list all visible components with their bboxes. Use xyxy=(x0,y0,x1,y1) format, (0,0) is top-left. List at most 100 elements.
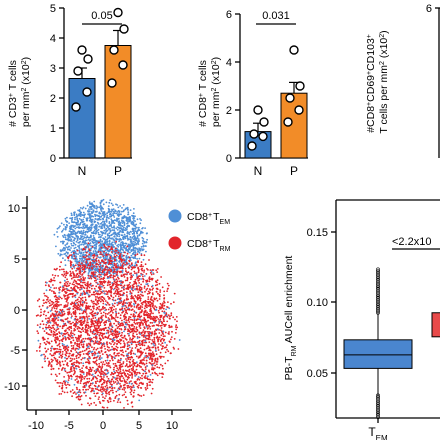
umap-trm-cells-point xyxy=(67,355,70,358)
umap-tem-cells-point xyxy=(95,207,98,210)
umap-trm-cells-point xyxy=(133,330,136,332)
umap-tem-cells-point xyxy=(128,263,130,265)
umap-tem-cells-point xyxy=(108,208,111,211)
umap-trm-cells-point xyxy=(79,288,81,291)
umap-trm-cells-point xyxy=(119,370,122,373)
umap-trm-cells-point xyxy=(92,348,95,351)
umap-tem-cells-point xyxy=(112,250,115,252)
umap-trm-cells-point xyxy=(91,263,94,266)
umap-trm-cells-point xyxy=(124,350,127,353)
umap-trm-cells-point xyxy=(115,278,118,281)
umap-trm-cells-point xyxy=(45,295,48,298)
umap-tem-cells-point xyxy=(121,234,124,237)
umap-trm-cells-point xyxy=(63,349,66,351)
umap-trm-cells-point xyxy=(138,314,141,317)
umap-trm-cells-point xyxy=(88,370,91,373)
umap-tem-cells-point xyxy=(86,265,88,267)
umap-trm-cells-point xyxy=(137,303,140,306)
umap-tem-cells-point xyxy=(139,249,142,252)
cd8-ytick-label-0: 0 xyxy=(226,153,232,165)
umap-trm-cells-point xyxy=(141,267,144,270)
umap-tem-cells-point xyxy=(139,232,142,235)
umap-trm-cells-point xyxy=(138,278,141,280)
umap-tem-cells-point xyxy=(108,217,110,220)
umap-trm-cells-point xyxy=(113,287,116,290)
umap-tem-cells-point xyxy=(101,240,103,243)
umap-tem-cells-point xyxy=(95,240,97,243)
umap-trm-cells-point xyxy=(111,389,114,392)
umap-trm-cells-point xyxy=(103,388,106,390)
umap-trm-cells-point xyxy=(168,331,170,333)
umap-trm-cells-point xyxy=(137,348,140,351)
umap-trm-cells-point xyxy=(102,260,105,263)
umap-trm-cells-point xyxy=(66,352,68,355)
umap-trm-cells-point xyxy=(123,284,126,287)
umap-tem-cells-point xyxy=(121,228,123,231)
umap-trm-cells-point xyxy=(128,301,131,304)
umap-trm-cells-point xyxy=(112,391,114,394)
umap-trm-cells-point xyxy=(118,266,120,268)
umap-trm-cells-point xyxy=(139,344,141,347)
umap-tem-cells-point xyxy=(72,250,74,253)
umap-trm-cells-point xyxy=(75,339,78,341)
umap-tem-cells-point xyxy=(97,231,100,234)
umap-trm-cells-point xyxy=(85,261,88,264)
umap-trm-cells-point xyxy=(126,382,128,385)
umap-trm-cells-point xyxy=(82,279,84,282)
umap-tem-cells-point xyxy=(94,218,97,220)
umap-trm-cells-point xyxy=(141,319,144,321)
umap-trm-cells-point xyxy=(108,283,111,286)
umap-trm-cells-point xyxy=(151,322,154,324)
umap-tem-cells-point xyxy=(120,227,122,229)
umap-trm-cells-point xyxy=(139,347,142,350)
umap-trm-cells-point xyxy=(146,327,149,330)
umap-trm-cells-point xyxy=(53,307,56,310)
umap-trm-cells-point xyxy=(114,299,117,302)
umap-tem-cells-point xyxy=(111,229,114,232)
umap-tem-cells-point xyxy=(94,250,97,252)
umap-trm-cells-point xyxy=(163,304,166,307)
umap-trm-cells-point xyxy=(91,332,94,335)
umap-trm-cells-point xyxy=(154,342,156,345)
umap-trm-cells-point xyxy=(118,388,121,391)
umap-trm-cells-point xyxy=(47,320,49,322)
umap-trm-cells-point xyxy=(110,378,113,381)
umap-trm-cells-point xyxy=(140,331,143,334)
umap-trm-cells-point xyxy=(70,322,73,325)
umap-trm-cells-point xyxy=(61,386,64,389)
umap-trm-cells-point xyxy=(92,360,95,363)
umap-trm-cells-point xyxy=(85,374,88,377)
umap-trm-cells-point xyxy=(140,302,143,305)
umap-trm-cells-point xyxy=(74,349,77,351)
umap-trm-cells-point xyxy=(149,307,152,310)
umap-trm-cells-point xyxy=(115,263,117,265)
umap-trm-cells-point xyxy=(58,342,61,345)
umap-trm-cells-point xyxy=(104,315,107,317)
umap-trm-cells-point xyxy=(118,324,121,327)
umap-trm-cells-point xyxy=(139,372,141,375)
umap-tem-cells-point xyxy=(63,223,65,226)
umap-trm-cells-point xyxy=(149,314,151,317)
umap-tem-cells-point xyxy=(94,239,97,242)
umap-trm-cells-point xyxy=(141,306,144,308)
umap-tem-cells-point xyxy=(99,204,102,207)
umap-trm-cells-point xyxy=(105,391,107,394)
umap-trm-cells-point xyxy=(111,357,113,360)
umap-trm-cells-point xyxy=(175,316,178,318)
umap-trm-cells-point xyxy=(52,320,55,323)
umap-trm-cells-point xyxy=(55,298,57,301)
umap-tem-cells-point xyxy=(126,231,129,233)
umap-tem-cells-point xyxy=(84,234,86,236)
umap-trm-cells-point xyxy=(162,335,165,338)
umap-trm-cells-point xyxy=(50,330,53,332)
umap-tem-cells-point xyxy=(116,226,119,229)
umap-tem-cells-point xyxy=(102,214,105,216)
umap-tem-cells-point xyxy=(117,245,120,248)
umap-trm-cells-point xyxy=(161,365,164,367)
umap-tem-cells-point xyxy=(84,226,87,229)
umap-trm-cells-point xyxy=(153,340,156,342)
umap-trm-cells-point xyxy=(122,369,125,371)
umap-trm-cells-point xyxy=(132,285,135,288)
umap-trm-cells-point xyxy=(143,310,146,313)
umap-tem-cells-point xyxy=(105,219,108,222)
